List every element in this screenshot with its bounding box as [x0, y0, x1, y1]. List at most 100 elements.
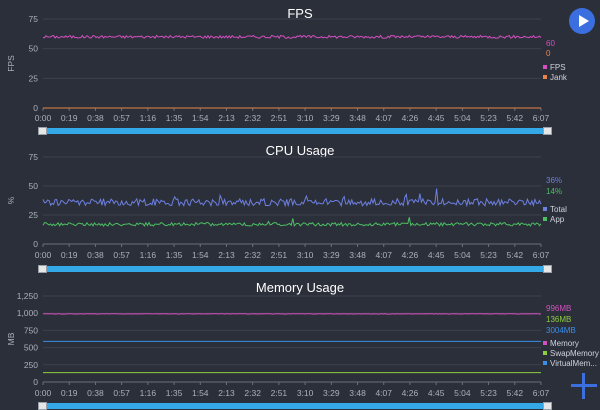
x-tick-label: 5:04 [454, 113, 471, 123]
x-tick-label: 0:57 [113, 388, 130, 398]
cpu-slider-handle-left[interactable] [38, 265, 47, 273]
x-tick-label: 2:51 [271, 388, 288, 398]
memory-panel: Memory Usage MB 0 250 500 750 1,000 1,250 0:00 0… [0, 276, 600, 410]
memory-slider-track[interactable] [43, 403, 547, 409]
y-tick-label: 750 [24, 325, 38, 335]
memory-time-slider[interactable] [38, 402, 552, 410]
legend-entry[interactable]: VirtualMem... [550, 359, 597, 368]
legend-entry[interactable]: Total [550, 205, 567, 214]
cpu-chart-title: CPU Usage [265, 143, 335, 158]
x-tick-label: 6:07 [533, 113, 550, 123]
x-tick-label: 2:13 [218, 113, 235, 123]
y-tick-label: 500 [24, 343, 38, 353]
current-value: 996MB [546, 304, 571, 313]
x-tick-label: 3:29 [323, 388, 340, 398]
legend-entry[interactable]: FPS [550, 63, 566, 72]
cpu-chart: % 0 25 50 75 0:00 0:19 0:38 0:57 1:16 1:35 1:54 2:13… [6, 152, 567, 260]
x-tick-label: 0:19 [61, 250, 78, 260]
x-tick-label: 1:35 [166, 250, 183, 260]
legend-entry[interactable]: App [550, 215, 565, 224]
x-tick-label: 0:19 [61, 113, 78, 123]
x-tick-label: 1:35 [166, 388, 183, 398]
y-tick-label: 50 [29, 44, 39, 54]
x-tick-label: 1:16 [140, 250, 157, 260]
current-value: 60 [546, 39, 555, 48]
y-axis-label: MB [6, 332, 16, 345]
x-tick-label: 0:57 [113, 113, 130, 123]
x-tick-label: 1:16 [140, 113, 157, 123]
x-tick-label: 3:48 [349, 250, 366, 260]
fps-slider-track[interactable] [43, 128, 547, 134]
x-tick-label: 2:32 [244, 388, 261, 398]
x-tick-label: 4:26 [402, 113, 419, 123]
add-button[interactable] [571, 373, 597, 399]
x-tick-label: 4:45 [428, 388, 445, 398]
y-axis-label: % [6, 196, 16, 204]
legend-swatch [543, 341, 547, 345]
legend-swatch [543, 361, 547, 365]
fps-slider-handle-right[interactable] [543, 127, 552, 135]
x-tick-label: 1:16 [140, 388, 157, 398]
legend-entry[interactable]: SwapMemory [550, 349, 599, 358]
x-tick-label: 4:26 [402, 388, 419, 398]
legend-swatch [543, 351, 547, 355]
cpu-slider-track[interactable] [43, 266, 547, 272]
x-tick-label: 6:07 [533, 250, 550, 260]
x-tick-label: 2:13 [218, 250, 235, 260]
x-tick-label: 3:29 [323, 113, 340, 123]
series-line-total [42, 188, 542, 208]
x-tick-label: 0:00 [35, 113, 52, 123]
x-tick-label: 4:45 [428, 113, 445, 123]
y-tick-label: 75 [29, 152, 39, 162]
x-tick-label: 4:26 [402, 250, 419, 260]
x-tick-label: 0:38 [87, 113, 104, 123]
cpu-panel: CPU Usage % 0 25 50 75 0:00 0:19 0:38 0:57 1:16 1:… [0, 138, 600, 276]
cpu-slider-handle-right[interactable] [543, 265, 552, 273]
y-axis-label: FPS [6, 55, 16, 72]
y-tick-label: 250 [24, 360, 38, 370]
x-tick-label: 0:38 [87, 250, 104, 260]
x-tick-label: 0:00 [35, 250, 52, 260]
x-tick-label: 2:51 [271, 250, 288, 260]
memory-slider-handle-right[interactable] [543, 402, 552, 410]
fps-slider-handle-left[interactable] [38, 127, 47, 135]
x-tick-label: 2:32 [244, 113, 261, 123]
x-tick-label: 3:10 [297, 250, 314, 260]
current-value: 136MB [546, 315, 571, 324]
x-tick-label: 3:29 [323, 250, 340, 260]
x-tick-label: 5:23 [480, 388, 497, 398]
legend-entry[interactable]: Jank [550, 73, 568, 82]
current-value: 14% [546, 187, 562, 196]
x-tick-label: 5:42 [507, 250, 524, 260]
y-tick-label: 75 [29, 14, 39, 24]
x-tick-label: 3:48 [349, 388, 366, 398]
x-tick-label: 4:07 [375, 250, 392, 260]
cpu-time-slider[interactable] [38, 265, 552, 273]
y-tick-label: 50 [29, 181, 39, 191]
x-tick-label: 1:54 [192, 113, 209, 123]
x-tick-label: 5:42 [507, 113, 524, 123]
x-tick-label: 0:00 [35, 388, 52, 398]
x-tick-label: 0:19 [61, 388, 78, 398]
series-line-fps [42, 34, 542, 40]
current-value: 36% [546, 176, 562, 185]
x-tick-label: 5:04 [454, 250, 471, 260]
y-tick-label: 0 [33, 377, 38, 387]
fps-panel: FPS FPS 0 25 50 75 0:00 0:19 0:38 0:57 1:16 1:35 1:… [0, 0, 600, 138]
legend-entry[interactable]: Memory [550, 339, 579, 348]
x-tick-label: 2:13 [218, 388, 235, 398]
fps-time-slider[interactable] [38, 127, 552, 135]
x-tick-label: 5:23 [480, 113, 497, 123]
legend-swatch [543, 75, 547, 79]
x-tick-label: 6:07 [533, 388, 550, 398]
x-tick-label: 5:42 [507, 388, 524, 398]
play-button[interactable] [569, 8, 595, 34]
series-line-app [42, 217, 542, 228]
x-tick-label: 1:54 [192, 250, 209, 260]
memory-slider-handle-left[interactable] [38, 402, 47, 410]
y-tick-label: 0 [33, 239, 38, 249]
fps-chart-title: FPS [287, 6, 313, 21]
y-tick-label: 1,000 [17, 308, 39, 318]
x-tick-label: 4:07 [375, 113, 392, 123]
y-tick-label: 1,250 [17, 291, 39, 301]
